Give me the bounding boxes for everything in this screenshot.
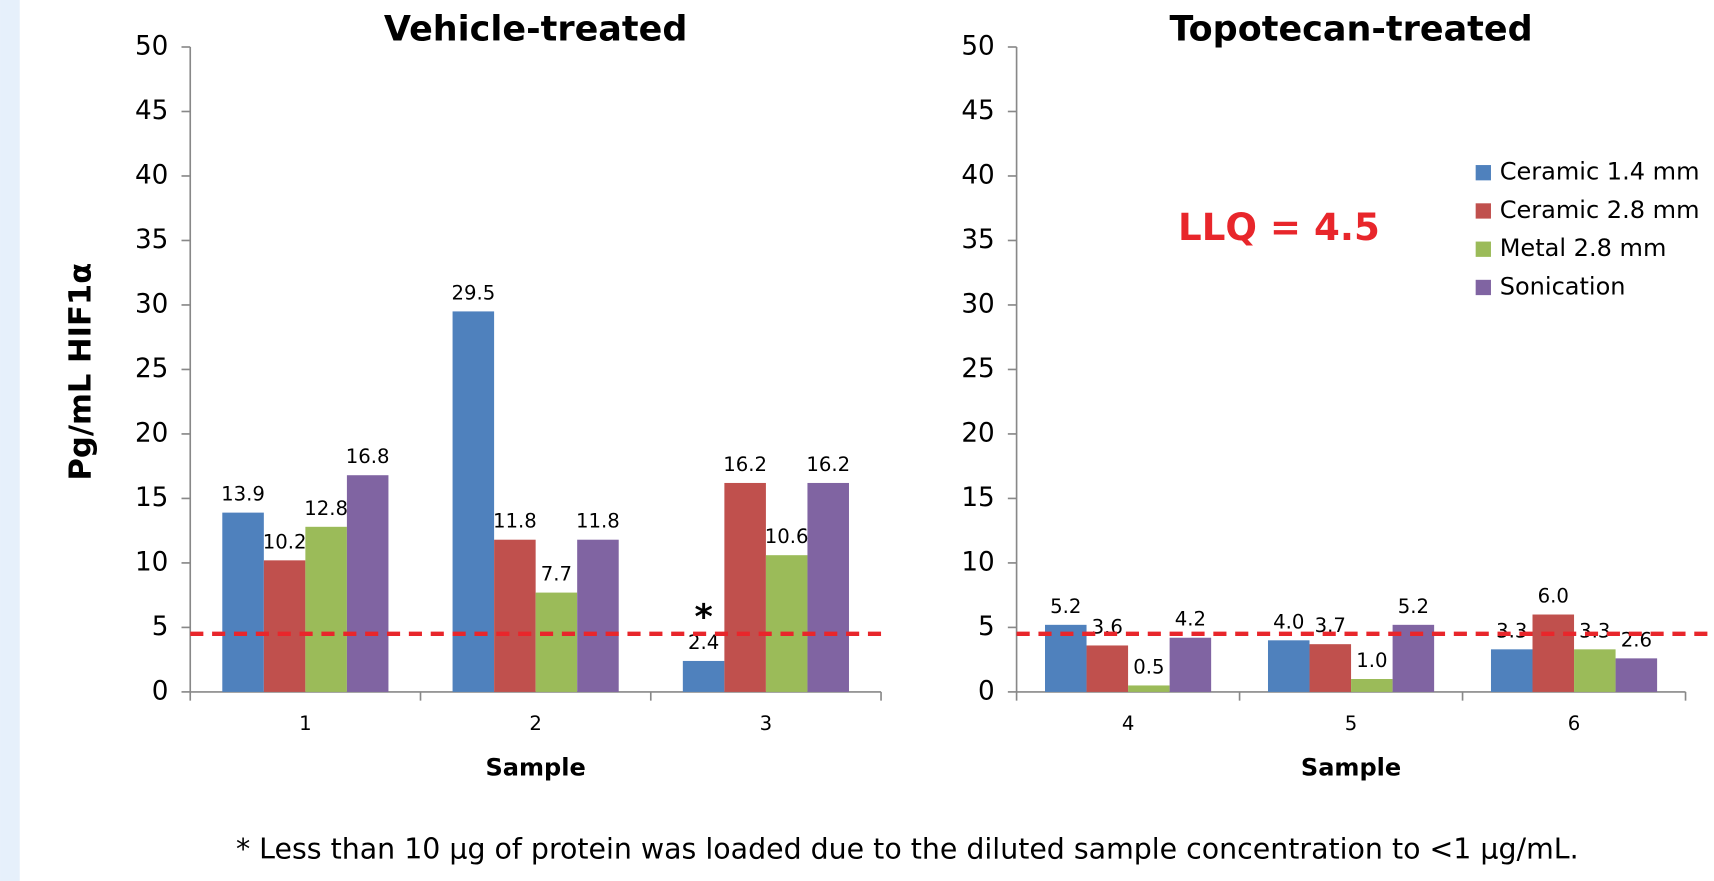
y-tick-label: 5 xyxy=(978,612,995,642)
y-tick-label: 40 xyxy=(135,160,168,190)
legend-swatch xyxy=(1475,203,1491,219)
x-tick-label: 3 xyxy=(760,712,773,735)
y-tick-label: 15 xyxy=(135,483,168,513)
llq-annotation: LLQ = 4.5 xyxy=(1178,206,1380,249)
x-tick-label: 5 xyxy=(1345,712,1358,735)
y-tick-label: 25 xyxy=(961,354,994,384)
legend-swatch xyxy=(1475,241,1491,257)
y-tick-label: 20 xyxy=(135,418,168,448)
data-label: 11.8 xyxy=(493,510,537,533)
bar xyxy=(1128,685,1170,692)
x-tick-label: 2 xyxy=(529,712,542,735)
y-tick-label: 5 xyxy=(152,612,169,642)
legend-label: Metal 2.8 mm xyxy=(1500,234,1667,262)
data-label: 7.7 xyxy=(541,563,572,586)
y-tick-label: 30 xyxy=(961,289,994,319)
data-label: 29.5 xyxy=(451,281,495,304)
y-tick-label: 25 xyxy=(135,354,168,384)
data-label: 1.0 xyxy=(1356,649,1387,672)
x-tick-label: 6 xyxy=(1568,712,1581,735)
data-label: 4.2 xyxy=(1175,608,1206,631)
y-tick-label: 20 xyxy=(961,418,994,448)
y-tick-label: 35 xyxy=(961,225,994,255)
y-tick-label: 40 xyxy=(961,160,994,190)
y-tick-label: 0 xyxy=(978,676,995,706)
legend-label: Ceramic 2.8 mm xyxy=(1500,196,1700,224)
y-tick-label: 35 xyxy=(135,225,168,255)
x-tick-label: 4 xyxy=(1122,712,1135,735)
chart-title: Vehicle-treated xyxy=(384,10,687,50)
data-label: 3.7 xyxy=(1315,614,1346,637)
data-label: 13.9 xyxy=(221,483,265,506)
bar xyxy=(1169,637,1212,692)
data-label: 2.4 xyxy=(688,631,719,654)
legend-swatch xyxy=(1475,279,1491,296)
data-label: 4.0 xyxy=(1273,610,1304,633)
data-label: 0.5 xyxy=(1133,655,1164,678)
bar xyxy=(1086,645,1129,692)
bar xyxy=(222,512,264,692)
x-axis-label: Sample xyxy=(485,753,585,781)
bar xyxy=(263,560,306,692)
chart-title: Topotecan-treated xyxy=(1169,10,1532,50)
y-tick-label: 10 xyxy=(135,547,168,577)
y-tick-label: 30 xyxy=(135,289,168,319)
data-label: 12.8 xyxy=(304,497,348,520)
data-label: 5.2 xyxy=(1398,595,1429,618)
data-label: 5.2 xyxy=(1050,595,1081,618)
data-label: 11.8 xyxy=(576,510,620,533)
bar xyxy=(452,311,495,692)
bar xyxy=(1532,614,1575,692)
y-tick-label: 50 xyxy=(135,32,168,62)
y-tick-label: 15 xyxy=(961,483,994,513)
asterisk: * xyxy=(694,598,712,638)
data-label: 16.2 xyxy=(723,453,767,476)
bar xyxy=(1351,679,1393,692)
x-tick-label: 1 xyxy=(299,712,312,735)
bar xyxy=(1615,658,1658,692)
data-label: 16.8 xyxy=(346,445,390,468)
bar xyxy=(724,482,766,692)
bar xyxy=(807,482,849,692)
bar xyxy=(682,660,725,692)
bar xyxy=(1490,649,1533,692)
legend-swatch xyxy=(1475,165,1491,181)
data-label: 10.2 xyxy=(263,530,307,553)
bar xyxy=(765,555,808,692)
side-strip xyxy=(0,0,20,881)
y-tick-label: 0 xyxy=(152,676,169,706)
x-axis-label: Sample xyxy=(1301,753,1401,781)
legend-label: Sonication xyxy=(1500,272,1626,300)
data-label: 3.3 xyxy=(1496,619,1527,642)
y-axis-label: Pg/mL HIF1α xyxy=(64,263,99,481)
bar xyxy=(1574,649,1616,692)
bar xyxy=(305,526,347,692)
y-tick-label: 10 xyxy=(961,547,994,577)
data-label: 2.6 xyxy=(1621,628,1652,651)
bar xyxy=(535,592,578,692)
data-label: 16.2 xyxy=(806,453,850,476)
bar xyxy=(577,539,619,692)
bar xyxy=(494,539,536,692)
legend-label: Ceramic 1.4 mm xyxy=(1500,158,1700,186)
data-label: 3.3 xyxy=(1579,619,1610,642)
bar xyxy=(1267,640,1310,692)
y-tick-label: 50 xyxy=(961,32,994,62)
bar xyxy=(346,475,389,692)
bar xyxy=(1309,644,1352,692)
data-label: 10.6 xyxy=(765,525,809,548)
y-tick-label: 45 xyxy=(135,96,168,126)
y-tick-label: 45 xyxy=(961,96,994,126)
data-label: 6.0 xyxy=(1538,585,1569,608)
footnote: * Less than 10 µg of protein was loaded … xyxy=(236,832,1579,865)
